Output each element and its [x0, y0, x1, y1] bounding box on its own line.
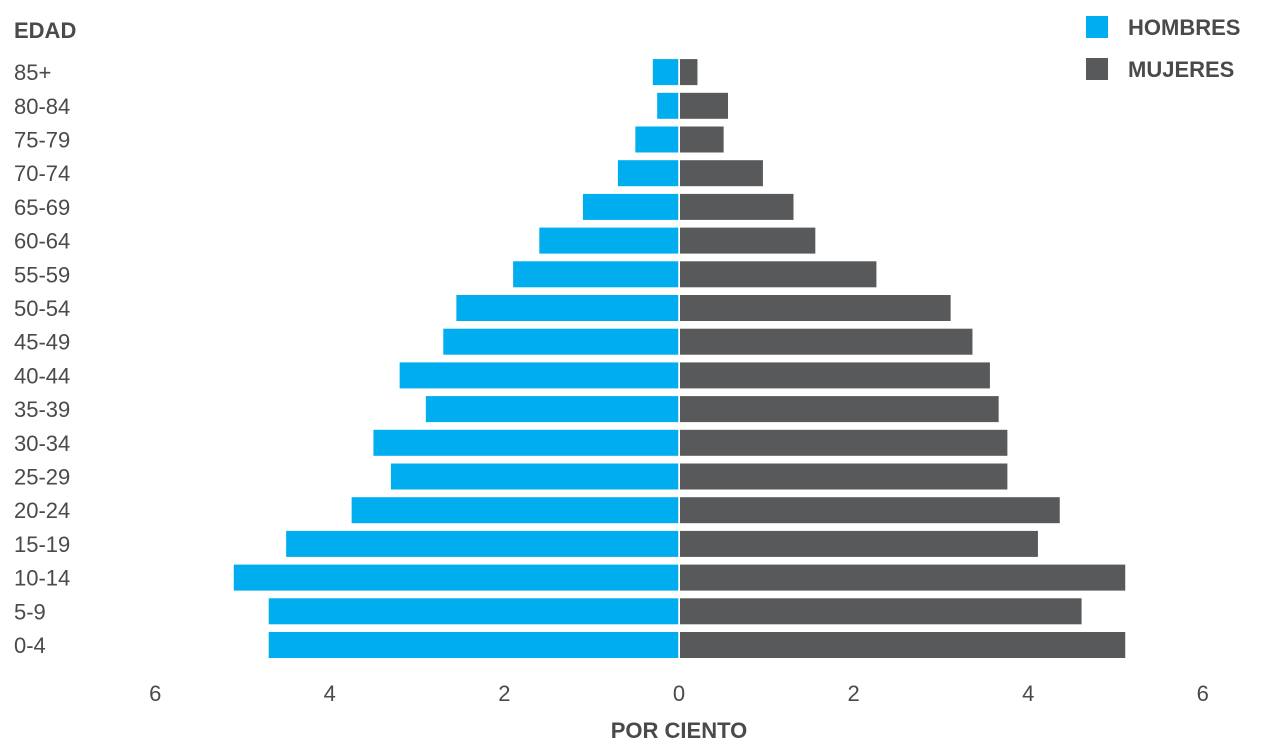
age-label: 35-39: [14, 397, 70, 422]
bar-hombres: [351, 497, 679, 524]
bar-mujeres: [680, 497, 1060, 524]
bar-hombres: [373, 429, 679, 456]
bar-hombres: [652, 59, 679, 86]
age-label: 5-9: [14, 599, 46, 624]
bar-mujeres: [680, 261, 877, 288]
age-label: 45-49: [14, 330, 70, 355]
bar-mujeres: [680, 160, 763, 187]
bar-hombres: [268, 598, 679, 625]
bar-mujeres: [680, 632, 1126, 658]
age-label: 55-59: [14, 262, 70, 287]
legend-label: HOMBRES: [1128, 15, 1240, 40]
bar-hombres: [268, 632, 679, 658]
age-label: 40-44: [14, 363, 70, 388]
bar-hombres: [635, 126, 679, 153]
bar-hombres: [513, 261, 679, 288]
x-tick-label: 4: [1022, 681, 1034, 706]
age-label: 30-34: [14, 431, 70, 456]
age-label: 15-19: [14, 532, 70, 557]
bar-hombres: [657, 92, 679, 119]
bar-mujeres: [680, 530, 1038, 557]
bar-mujeres: [680, 328, 973, 355]
bars-group: [233, 52, 1126, 660]
bar-hombres: [286, 530, 679, 557]
age-label: 70-74: [14, 161, 70, 186]
x-tick-label: 2: [498, 681, 510, 706]
age-label: 75-79: [14, 128, 70, 153]
bar-hombres: [399, 362, 679, 389]
age-label: 20-24: [14, 498, 70, 523]
bar-mujeres: [680, 396, 999, 423]
bar-hombres: [617, 160, 679, 187]
bar-mujeres: [680, 463, 1008, 490]
bar-hombres: [233, 564, 679, 591]
legend-label: MUJERES: [1128, 57, 1234, 82]
x-axis-title: POR CIENTO: [611, 718, 748, 743]
bar-mujeres: [680, 92, 729, 119]
bar-mujeres: [680, 598, 1082, 625]
age-label: 10-14: [14, 566, 70, 591]
bar-hombres: [425, 396, 679, 423]
legend-swatch: [1086, 58, 1108, 80]
bar-mujeres: [680, 429, 1008, 456]
bar-hombres: [582, 193, 679, 220]
x-tick-label: 4: [324, 681, 336, 706]
bar-mujeres: [680, 295, 951, 321]
bar-mujeres: [680, 126, 724, 153]
bar-mujeres: [680, 227, 816, 254]
age-label: 0-4: [14, 633, 46, 658]
x-tick-label: 0: [673, 681, 685, 706]
legend: HOMBRES MUJERES: [1086, 15, 1240, 82]
age-label: 50-54: [14, 296, 70, 321]
x-tick-label: 6: [1197, 681, 1209, 706]
bar-mujeres: [680, 193, 794, 220]
y-axis-title: EDAD: [14, 18, 76, 43]
age-label: 25-29: [14, 465, 70, 490]
bar-mujeres: [680, 59, 698, 86]
x-tick-labels: 6 4 2 0 2 4 6: [149, 681, 1209, 706]
age-group-labels: 0-4 5-9 10-14 15-19 20-24 25-29 30-34 35-39 40-4…: [14, 60, 70, 658]
bar-hombres: [390, 463, 679, 490]
bar-mujeres: [680, 362, 990, 389]
age-label: 60-64: [14, 229, 70, 254]
bar-hombres: [539, 227, 679, 254]
age-label: 80-84: [14, 94, 70, 119]
age-label: 85+: [14, 60, 51, 85]
age-label: 65-69: [14, 195, 70, 220]
bar-hombres: [443, 328, 679, 355]
x-tick-label: 6: [149, 681, 161, 706]
x-tick-label: 2: [847, 681, 859, 706]
bar-hombres: [456, 295, 679, 321]
bar-mujeres: [680, 564, 1126, 591]
legend-swatch: [1086, 16, 1108, 38]
